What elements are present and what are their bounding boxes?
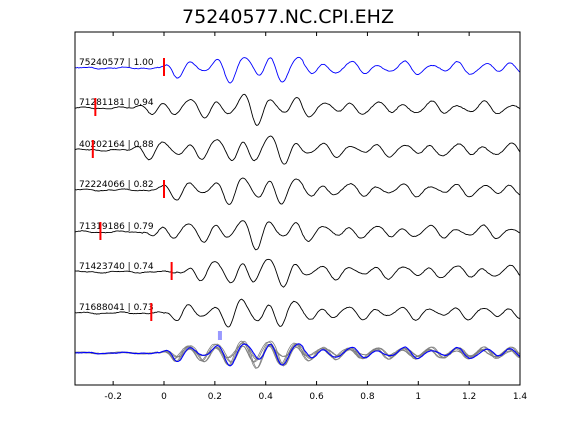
trace-label-2: 40202164 | 0.88 — [79, 140, 154, 150]
x-tick-label-2: 0.2 — [208, 392, 222, 402]
stack-pick-marker — [217, 331, 222, 340]
x-tick-label-8: 1.4 — [513, 392, 528, 402]
stack-reference-trace — [74, 343, 521, 367]
trace-label-3: 72224066 | 0.82 — [79, 180, 154, 190]
axes-group: -0.2 0 0.2 0.4 0.6 0.8 1 1.2 1.4 — [74, 31, 528, 402]
trace-label-4: 71319186 | 0.79 — [79, 222, 154, 232]
pick-marker-group — [91, 58, 222, 340]
trace-label-5: 71423740 | 0.74 — [79, 262, 154, 272]
x-tick-label-6: 1 — [415, 392, 421, 402]
x-tick-label-3: 0.4 — [259, 392, 274, 402]
x-tick-label-0: -0.2 — [104, 392, 122, 402]
trace-label-6: 71688041 | 0.73 — [79, 303, 154, 313]
waveform-trace-1 — [74, 93, 521, 127]
chart-title: 75240577.NC.CPI.EHZ — [182, 6, 394, 28]
plot-frame — [74, 31, 521, 386]
trace-label-0: 75240577 | 1.00 — [79, 58, 154, 68]
trace-label-1: 71281181 | 0.94 — [79, 98, 154, 108]
waveform-trace-2 — [74, 135, 521, 165]
stack-trace-1 — [74, 340, 521, 369]
waveform-trace-0 — [74, 56, 521, 84]
trace-label-group: 75240577 | 1.00 71281181 | 0.94 40202164 |… — [79, 58, 154, 313]
x-tick-label-4: 0.6 — [309, 392, 324, 402]
waveform-trace-4 — [74, 220, 521, 251]
x-tick-label-5: 0.8 — [360, 392, 375, 402]
waveform-trace-6 — [74, 298, 521, 328]
trace-group — [74, 56, 521, 369]
waveform-trace-3 — [74, 177, 521, 205]
x-tick-label-7: 1.2 — [462, 392, 476, 402]
x-tick-label-1: 0 — [161, 392, 167, 402]
waveform-trace-5 — [74, 258, 521, 288]
